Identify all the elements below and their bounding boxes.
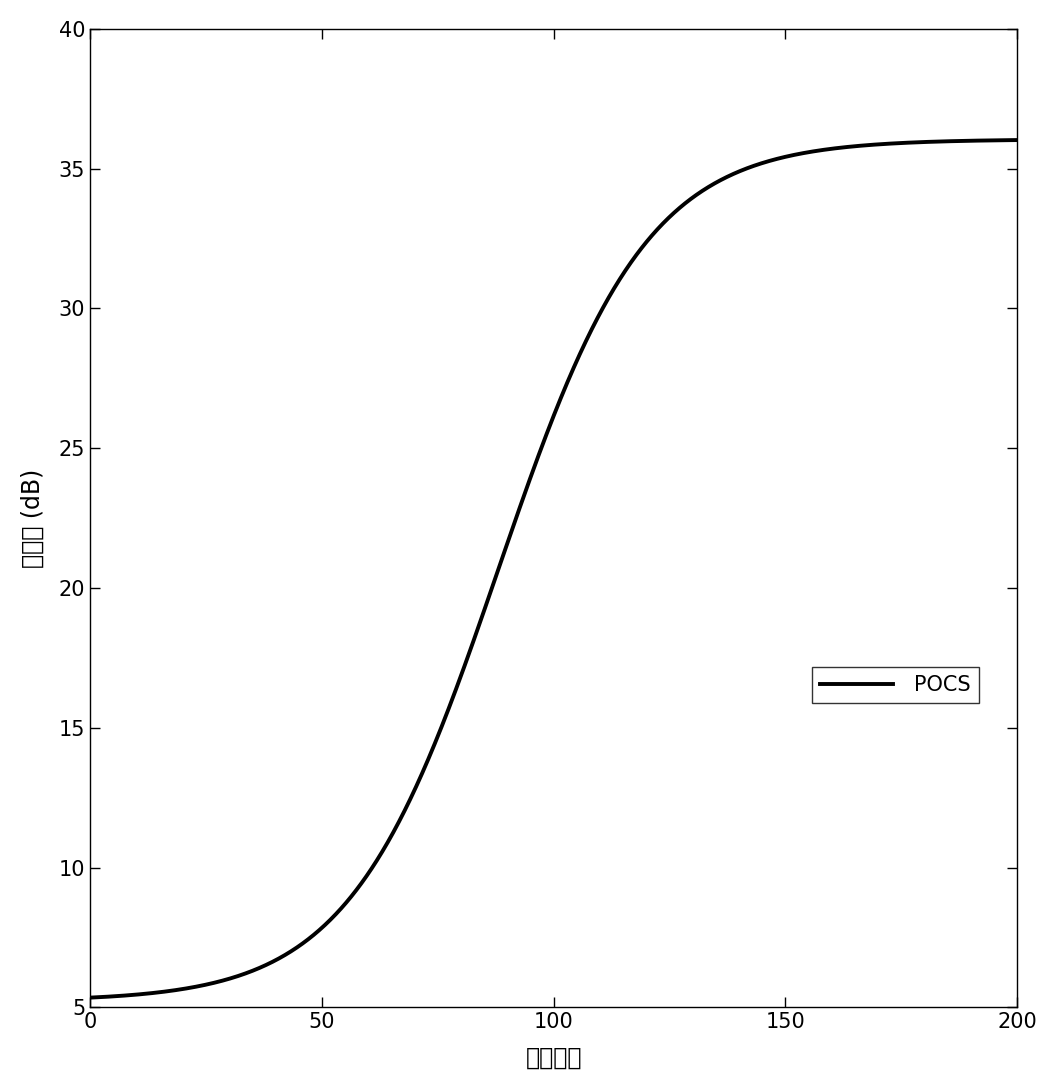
POCS (510, 511, 523, 524)
Legend: POCS: POCS (813, 667, 979, 704)
POCS (814, 144, 826, 157)
POCS (984, 134, 997, 147)
POCS (84, 991, 96, 1004)
X-axis label: 迭代次数: 迭代次数 (526, 1046, 582, 1070)
POCS (534, 443, 547, 456)
POCS (1011, 133, 1024, 146)
Line: POCS: POCS (90, 140, 1018, 997)
POCS (984, 134, 997, 147)
Y-axis label: 信噪比 (dB): 信噪比 (dB) (21, 468, 44, 567)
POCS (131, 988, 144, 1002)
